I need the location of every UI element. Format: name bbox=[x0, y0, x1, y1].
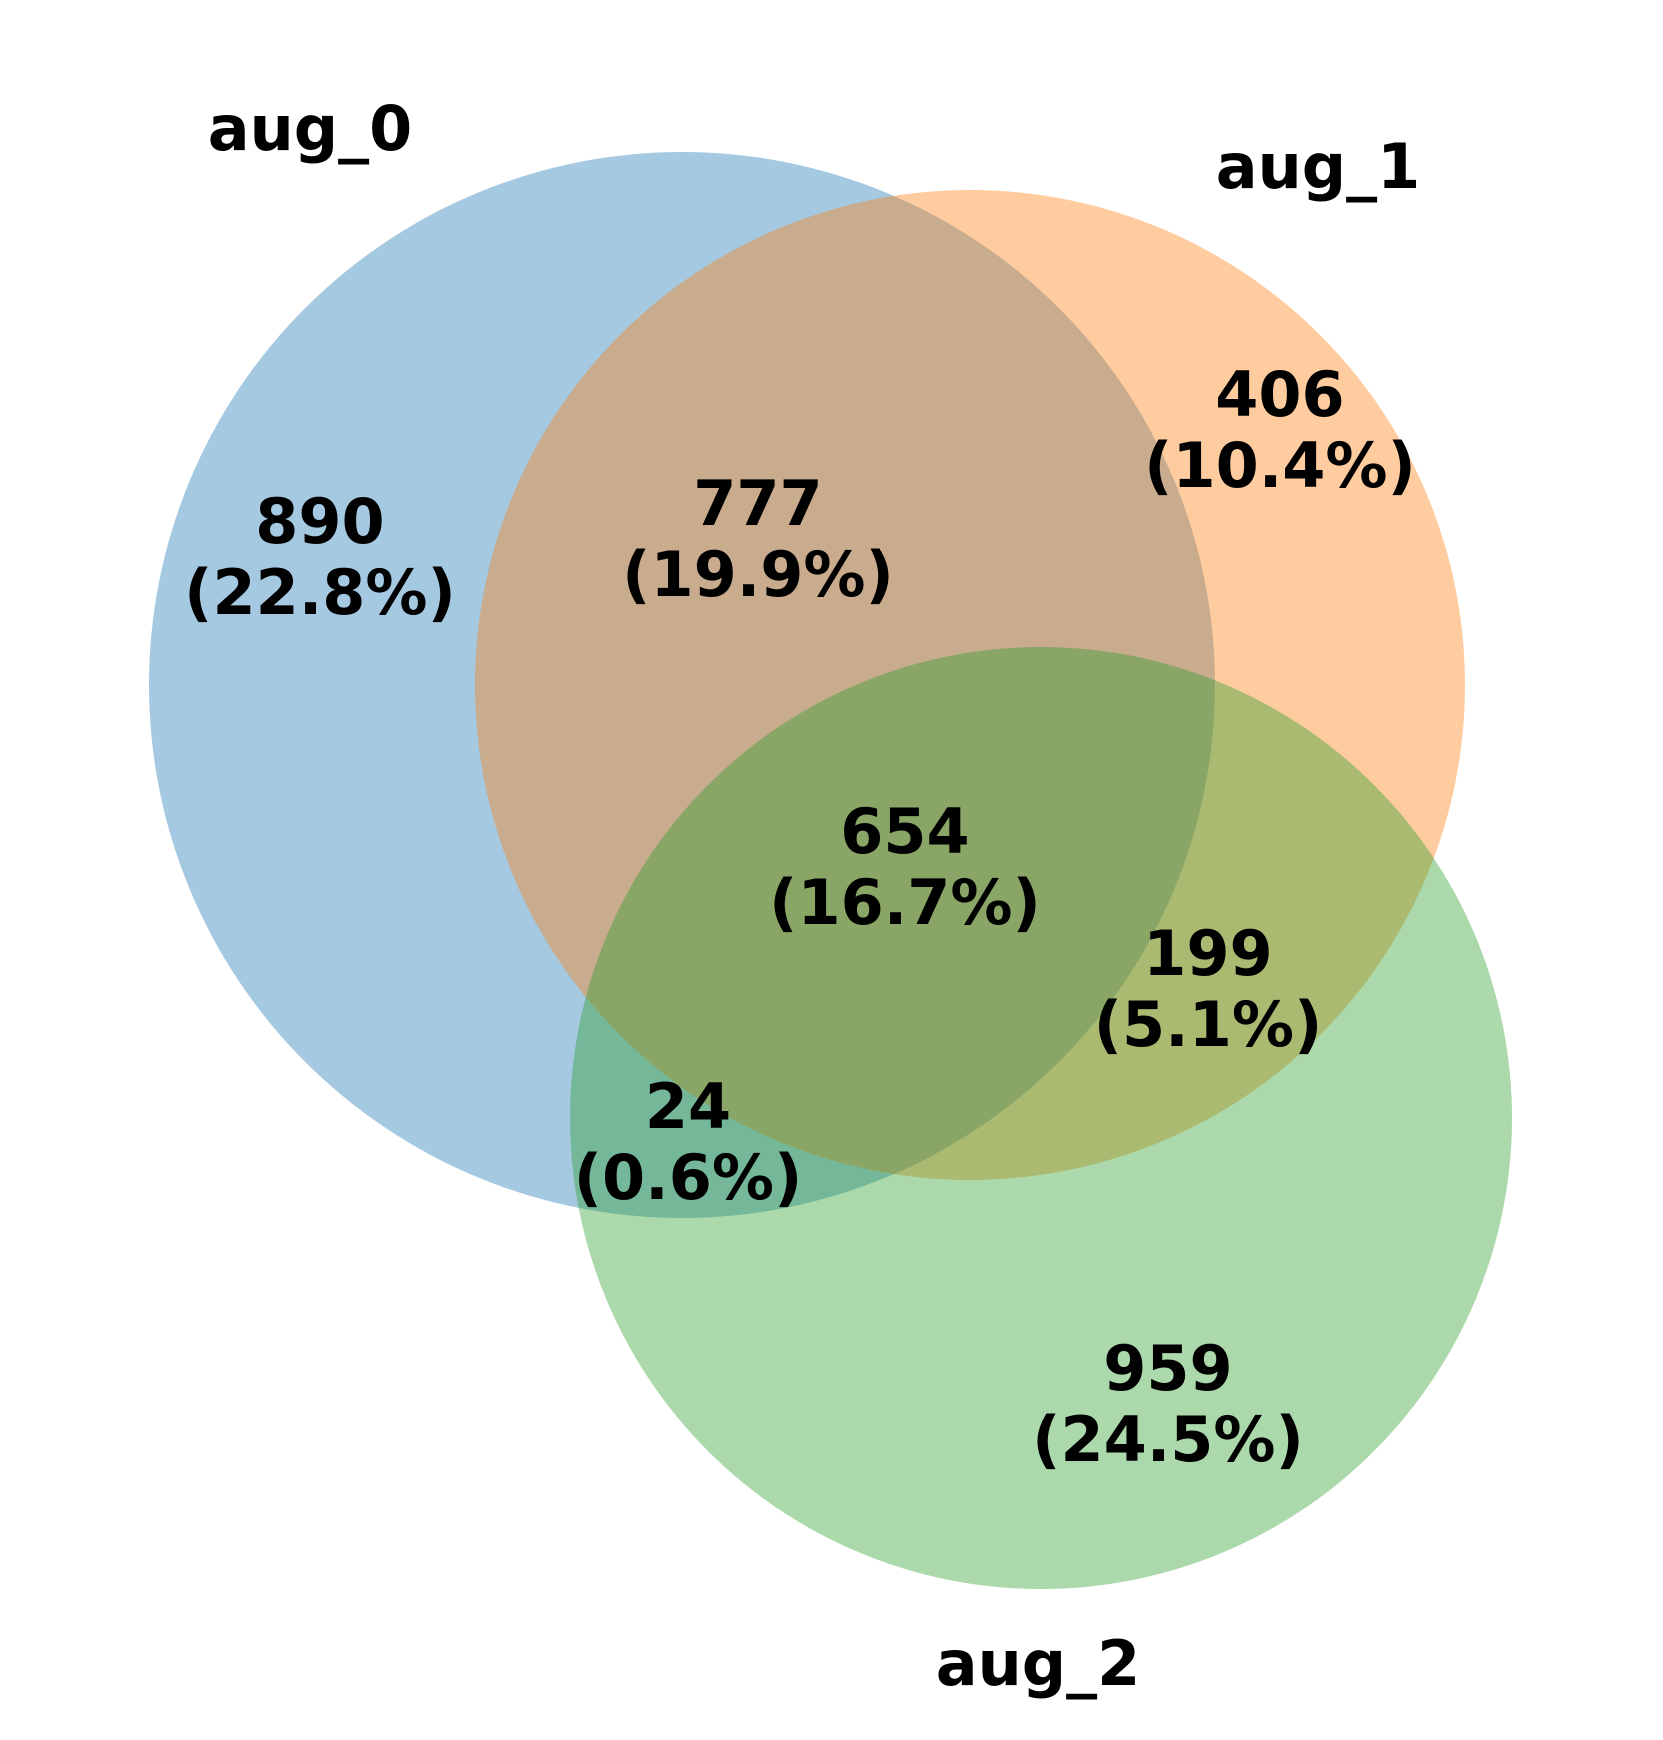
set-circle-aug-2 bbox=[570, 647, 1512, 1589]
region-count: 777 bbox=[693, 467, 822, 540]
region-aug-0-only: 890 (22.8%) bbox=[184, 485, 456, 629]
region-percent: (10.4%) bbox=[1144, 429, 1416, 502]
set-label-aug-0: aug_0 bbox=[208, 92, 413, 165]
set-label-aug-2: aug_2 bbox=[936, 1627, 1141, 1700]
set-circle-aug-1 bbox=[475, 190, 1465, 1180]
set-circle-aug-0 bbox=[149, 152, 1215, 1218]
region-aug-0-aug-2: 24 (0.6%) bbox=[574, 1070, 803, 1214]
region-count: 24 bbox=[645, 1070, 731, 1143]
region-percent: (24.5%) bbox=[1032, 1403, 1304, 1476]
region-all-three: 654 (16.7%) bbox=[769, 795, 1041, 939]
venn-circles bbox=[149, 152, 1512, 1589]
region-count: 959 bbox=[1103, 1332, 1232, 1405]
region-percent: (19.9%) bbox=[622, 538, 894, 611]
region-percent: (22.8%) bbox=[184, 556, 456, 629]
region-aug-0-aug-1: 777 (19.9%) bbox=[622, 467, 894, 611]
region-count: 199 bbox=[1143, 917, 1272, 990]
region-aug-1-aug-2: 199 (5.1%) bbox=[1094, 917, 1323, 1061]
region-aug-1-only: 406 (10.4%) bbox=[1144, 358, 1416, 502]
region-count: 406 bbox=[1215, 358, 1344, 431]
region-aug-2-only: 959 (24.5%) bbox=[1032, 1332, 1304, 1476]
set-label-aug-1: aug_1 bbox=[1216, 130, 1421, 203]
region-count: 654 bbox=[840, 795, 969, 868]
region-percent: (0.6%) bbox=[574, 1141, 803, 1214]
region-percent: (5.1%) bbox=[1094, 988, 1323, 1061]
region-percent: (16.7%) bbox=[769, 866, 1041, 939]
region-count: 890 bbox=[255, 485, 384, 558]
